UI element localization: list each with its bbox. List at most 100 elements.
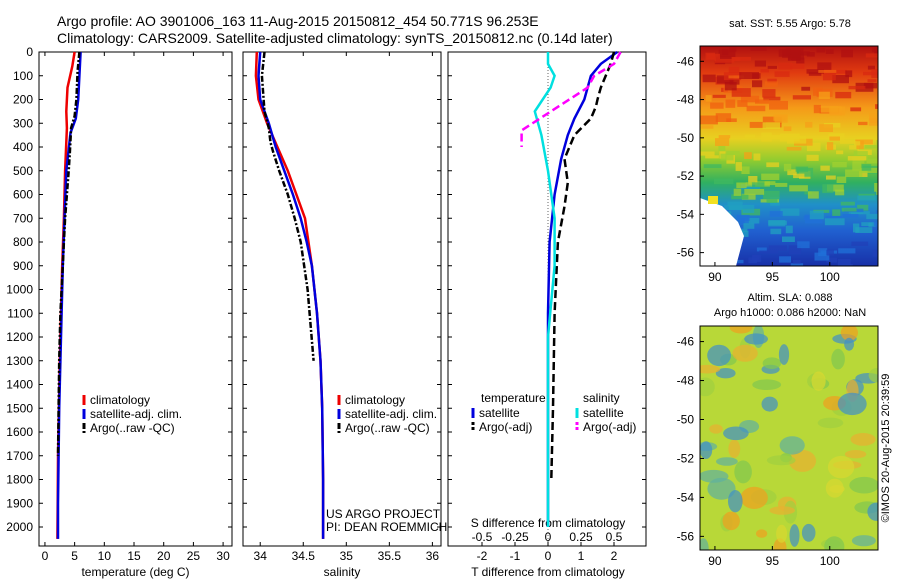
sst-texture-patch [793,259,801,264]
series-line-argo-raw-qc- [260,51,315,361]
sst-texture-patch [836,176,847,183]
sst-texture-patch [827,184,844,192]
map-y-tick-label: -46 [677,335,695,349]
sla-texture-blob [850,433,876,446]
sla-texture-blob [766,455,796,466]
sst-texture-patch [816,47,826,53]
sst-texture-patch [715,113,732,122]
x-tick-label: 15 [127,549,141,563]
sst-texture-patch [835,91,852,99]
sla-texture-blob [827,455,855,479]
sst-texture-patch [855,227,873,233]
series-line-climatology [254,51,325,539]
sst-texture-patch [736,182,747,189]
sst-texture-patch [875,210,878,214]
sst-texture-patch [755,99,769,104]
credit-text: ©IMOS 20-Aug-2015 20:39:59 [880,374,892,523]
sst-texture-patch [729,78,740,85]
x-tick-label-s: 0 [545,530,552,544]
sst-texture-patch [761,132,772,142]
sst-texture-patch [718,145,726,152]
x-tick-label-s: 0.25 [569,530,593,544]
x-tick-label-t: -2 [477,549,488,563]
sst-texture-patch [754,60,766,67]
sst-texture-patch [742,204,755,213]
sst-texture-patch [778,49,791,57]
diff-series-line [520,51,622,147]
sst-texture-patch [764,81,778,87]
sla-texture-blob [811,371,826,391]
sst-texture-patch [801,86,811,91]
map-x-tick-label: 95 [766,554,780,568]
sst-texture-patch [780,208,800,216]
sst-texture-patch [778,62,793,70]
sst-texture-patch [786,146,802,151]
sla-texture-blob [715,368,736,379]
sst-texture-patch [769,211,783,217]
legend-label: satellite-adj. clim. [90,407,182,421]
sst-texture-patch [787,169,797,176]
sst-texture-patch [845,70,853,78]
legend-temp-label: Argo(-adj) [479,420,532,434]
sla-map-frame [699,325,879,551]
sst-texture-patch [813,104,821,114]
depth-tick-label: 1900 [6,496,33,510]
sst-texture-patch [726,118,737,122]
map-y-tick-label: -56 [677,246,695,260]
sst-texture-patch [714,58,735,63]
sla-texture-blob [824,536,845,550]
sst-texture-patch [740,184,761,190]
depth-tick-label: 400 [13,140,33,154]
salinity-panel: 34 34.5 35 35.5 36 salinity climatologysatelli… [254,51,447,579]
sst-texture-patch [728,75,744,79]
sst-texture-patch [864,145,877,149]
sst-texture-patch [788,245,802,255]
sla-map-axes: 90 95 100 -46 -48 -50 -52 -54 -56 [677,335,840,568]
sst-texture-patch [806,142,821,152]
sst-map-frame [699,45,879,267]
depth-tick-label: 1700 [6,449,33,463]
sst-texture-patch [768,220,787,225]
map-y-tick-label: -50 [677,131,695,145]
sst-texture-patch [701,125,714,129]
x-tick-label-s: -0.5 [472,530,493,544]
sst-texture-patch [826,142,834,151]
sst-texture-patch [871,221,878,227]
figure-title-line1: Argo profile: AO 3901006_163 11-Aug-2015… [57,13,539,29]
sla-texture-blob [740,486,768,509]
legend-temp-label: satellite [479,406,520,420]
sst-texture-patch [840,201,855,206]
x-tick-label: 25 [187,549,201,563]
sla-texture-blob [788,449,817,472]
map-x-tick-label: 100 [820,554,840,568]
sst-texture-patch [852,162,862,171]
sst-texture-patch [826,257,837,263]
sst-texture-patch [877,49,878,56]
sst-texture-patch [731,88,751,97]
depth-tick-label: 600 [13,188,33,202]
x-tick-label-t: -1 [510,549,521,563]
diff-series-line [550,51,616,480]
sst-texture-patch [818,69,837,73]
sst-texture-patch [706,53,720,59]
x-tick-label: 20 [157,549,171,563]
sla-texture-blob [732,344,758,362]
sst-texture-patch [703,164,722,169]
sst-texture-patch [866,158,878,164]
sst-texture-patch [728,66,740,73]
sst-texture-patch [783,163,792,172]
sst-texture-patch [824,218,845,226]
sst-texture-patch [753,153,761,161]
legend-label: satellite-adj. clim. [345,407,437,421]
x-axis-label: temperature (deg C) [81,565,189,579]
depth-tick-label: 1800 [6,473,33,487]
sst-texture-patch [762,89,776,98]
sst-texture-patch [767,65,777,69]
sst-texture-patch [861,222,874,227]
sst-texture-patch [850,107,862,112]
sst-texture-patch [838,248,856,254]
sst-texture-patch [775,182,788,187]
sla-texture-blob [867,502,878,521]
sla-texture-blob [734,460,752,484]
